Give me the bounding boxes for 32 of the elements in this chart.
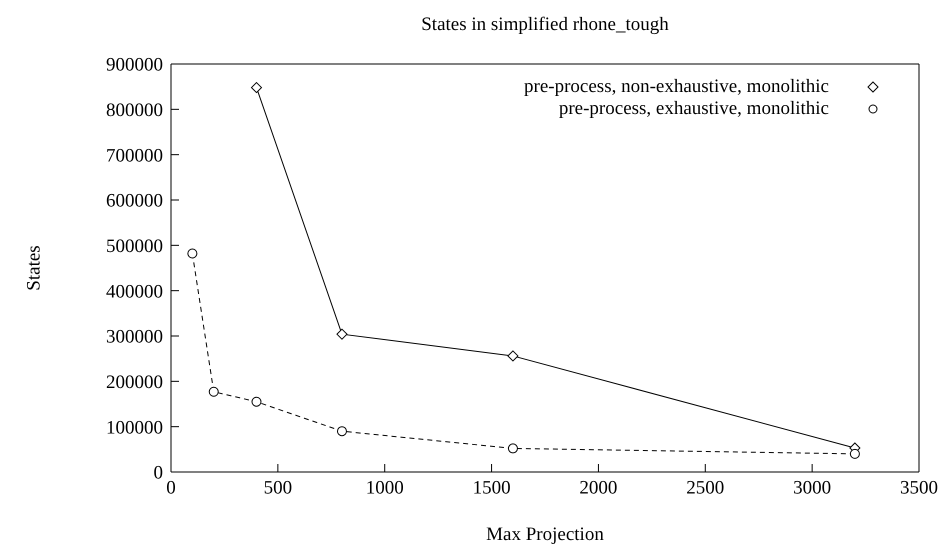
y-tick-label: 800000 <box>106 100 163 122</box>
point <box>208 386 219 397</box>
y-tick-label: 700000 <box>106 145 163 166</box>
point <box>508 443 518 454</box>
legend-label: pre-process, exhaustive, monolithic <box>558 98 829 120</box>
x-tick-label: 2500 <box>686 477 724 498</box>
y-tick-label: 100000 <box>106 417 163 438</box>
y-tick-label: 600000 <box>106 190 163 212</box>
point <box>336 328 348 340</box>
point <box>187 248 198 258</box>
x-tick-label: 2000 <box>579 477 618 498</box>
y-tick-label: 300000 <box>106 326 163 348</box>
y-tick-label: 0 <box>154 462 163 484</box>
point <box>507 350 518 362</box>
x-tick-label: 500 <box>264 477 292 498</box>
y-tick-label: 400000 <box>106 281 163 302</box>
point <box>850 448 860 459</box>
legend-label: pre-process, non-exhaustive, monolithic <box>524 76 829 98</box>
point <box>251 396 262 407</box>
y-axis-title: States <box>24 245 46 291</box>
x-tick-label: 1500 <box>472 477 511 498</box>
point <box>250 82 262 94</box>
y-tick-label: 900000 <box>106 54 163 76</box>
x-tick-label: 3000 <box>793 477 832 498</box>
x-tick-label: 3500 <box>900 477 938 498</box>
point <box>336 426 347 436</box>
y-tick-label: 200000 <box>106 372 163 394</box>
y-tick-label: 500000 <box>106 236 163 258</box>
x-tick-label: 1000 <box>366 477 404 498</box>
x-tick-label: 0 <box>166 477 176 498</box>
x-axis-title: Max Projection <box>485 524 605 546</box>
chart-title: States in simplified rhone_tough <box>420 14 670 36</box>
